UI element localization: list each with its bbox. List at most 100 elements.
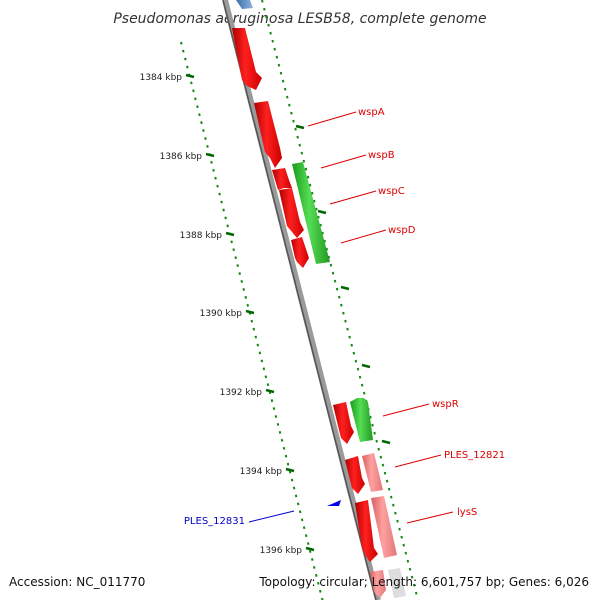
track-dot [410,575,414,579]
track-dot [392,503,395,507]
ruler-dot [190,81,193,85]
gene-label: wspA [358,107,385,118]
track-dot [306,175,310,179]
ruler-dot [230,240,233,244]
track-dot [402,543,406,547]
tick-label: 1390 kbp [200,309,243,319]
track-dot [348,335,351,339]
track-dot [398,527,401,531]
ruler-dot [226,224,229,228]
gene-arrow [355,500,378,562]
ruler-dot [286,462,290,466]
track-dot [283,87,287,91]
track-dot [414,591,418,595]
pseudo-gene [370,570,386,598]
track-dot [267,23,270,27]
tick-marks: 1384 kbp 1386 kbp 1388 kbp 1390 kbp 1392 kbp… [140,73,315,556]
track-dot [340,303,343,307]
ruler-dot [234,256,237,260]
track-dot [325,247,329,251]
tick-label: 1388 kbp [180,231,223,241]
ruler-dot [194,97,197,101]
track-tick [340,285,350,291]
track-dot [319,223,322,227]
ruler-dot [317,581,320,585]
track-dot [273,47,277,51]
gene-arrow [232,28,262,90]
track-dot [296,135,299,139]
tick-ruler [180,41,324,600]
tick-label: 1384 kbp [140,73,183,83]
track-dot [290,111,293,115]
ruler-dot [204,137,207,140]
track-dot [346,327,349,331]
track-tick [317,209,327,215]
gray-feature [388,568,406,598]
ruler-dot [266,383,270,387]
ruler-dot [184,57,187,61]
track-dot [302,159,306,163]
track-dot [352,351,356,355]
ruler-dot [306,542,310,546]
ruler-dot [242,287,246,291]
ruler-dot [256,343,260,347]
tick-mark [265,388,275,394]
track-tick [361,363,371,369]
track-dot [288,103,291,107]
track-dot [331,271,335,275]
genome-summary-text: Topology: circular; Length: 6,601,757 bp… [258,575,589,589]
ruler-dot [300,518,304,522]
gene-arrow [279,188,304,238]
tick-mark [245,309,255,315]
track-dot [271,39,274,43]
gene-label: lysS [457,507,477,518]
track-dot [269,31,272,35]
track-dot [389,495,393,499]
track-dot [362,391,366,395]
track-dot [406,559,410,563]
track-dot [356,367,360,371]
ruler-dot [202,129,205,133]
ruler-dot [304,534,308,538]
ruler-dot [319,589,322,593]
tick-mark [285,467,295,473]
track-dot [292,119,295,123]
gene-arrow [333,402,354,444]
track-dot [408,567,412,571]
accession-text: Accession: NC_011770 [9,575,145,589]
track-dot [261,0,264,3]
track-dot [275,55,279,59]
gene-label: PLES_12831 [184,516,245,527]
ruler-dot [222,208,225,212]
leader-lines [248,111,454,524]
ruler-dot [314,573,318,577]
ruler-dot [212,168,215,172]
tick-label: 1396 kbp [260,546,303,556]
ruler-dot [284,454,288,458]
gene-label: wspR [432,399,459,410]
tick-mark [205,152,215,158]
ruler-dot [220,200,223,204]
ruler-dot [236,264,239,268]
track-dot [277,63,281,67]
track-tick [381,439,391,445]
track-dot [404,551,408,555]
ruler-dot [244,295,248,299]
track-dot [281,79,285,83]
ruler-dot [258,351,262,355]
ruler-dot [280,438,284,442]
track-dot [300,151,304,155]
track-dot [394,511,397,515]
map-title: Pseudomonas aeruginosa LESB58, complete … [113,11,486,27]
track-tick [295,124,305,130]
track-dot [304,167,308,171]
ruler-dot [298,510,302,514]
ruler-dot [312,565,316,569]
ruler-dot [186,65,189,69]
ruler-dot [262,367,266,371]
track-dot [385,479,389,483]
ruler-dot [196,105,199,109]
track-dot [387,487,391,491]
ruler-dot [302,526,306,530]
